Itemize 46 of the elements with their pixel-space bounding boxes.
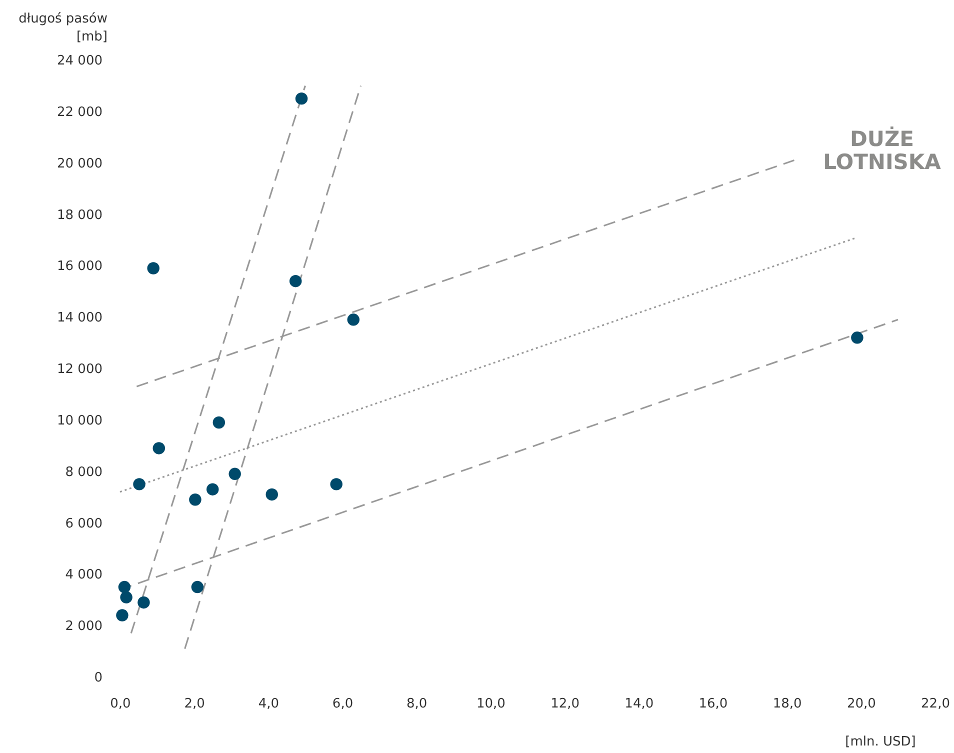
point <box>266 488 278 501</box>
y-tick-label: 8 000 <box>65 464 102 480</box>
x-tick-label: 20,0 <box>846 696 876 712</box>
x-tick-label: 0,0 <box>110 696 131 712</box>
point <box>118 580 131 594</box>
point <box>189 494 202 506</box>
y-axis-title: długoś pasów [mb] <box>18 12 108 44</box>
x-tick-label: 12,0 <box>550 696 580 712</box>
point <box>206 483 219 496</box>
annotation: DUŻE LOTNISKA <box>823 126 942 174</box>
x-tick-label: 4,0 <box>258 696 280 712</box>
y-tick-label: 18 000 <box>57 208 102 223</box>
y-tick-label: 20 000 <box>57 156 102 172</box>
point <box>120 591 132 604</box>
point <box>191 580 204 594</box>
y-tick-label: 14 000 <box>57 310 102 326</box>
x-axis-title: [mln. USD] <box>845 734 916 750</box>
y-tick-label: 16 000 <box>57 259 102 274</box>
x-tick-label: 2,0 <box>184 696 205 712</box>
y-tick-label: 22 000 <box>57 104 102 120</box>
point <box>138 596 150 609</box>
point <box>851 332 864 344</box>
point <box>228 468 241 480</box>
point <box>330 478 342 490</box>
point <box>147 262 160 274</box>
x-tick-label: 18,0 <box>772 696 802 712</box>
y-tick-label: 4 000 <box>65 568 102 583</box>
y-tick-label: 24 000 <box>57 54 102 68</box>
x-tick-label: 10,0 <box>476 696 506 712</box>
x-tick-label: 16,0 <box>698 696 728 712</box>
point <box>212 416 226 429</box>
y-tick-label: 0 <box>94 670 102 686</box>
x-tick-label: 14,0 <box>624 696 654 712</box>
x-tick-label: 8,0 <box>406 696 428 712</box>
point <box>133 478 146 490</box>
point <box>295 92 308 105</box>
x-tick-label: 6,0 <box>332 696 354 712</box>
x-tick-label: 22,0 <box>921 696 950 712</box>
point <box>116 609 128 622</box>
y-tick-label: 10 000 <box>57 413 102 428</box>
y-tick-label: 12 000 <box>57 362 102 377</box>
point <box>289 274 302 288</box>
y-tick-label: 2 000 <box>65 619 102 634</box>
point <box>152 442 166 454</box>
point <box>347 314 360 326</box>
y-tick-label: 6 000 <box>65 516 102 532</box>
